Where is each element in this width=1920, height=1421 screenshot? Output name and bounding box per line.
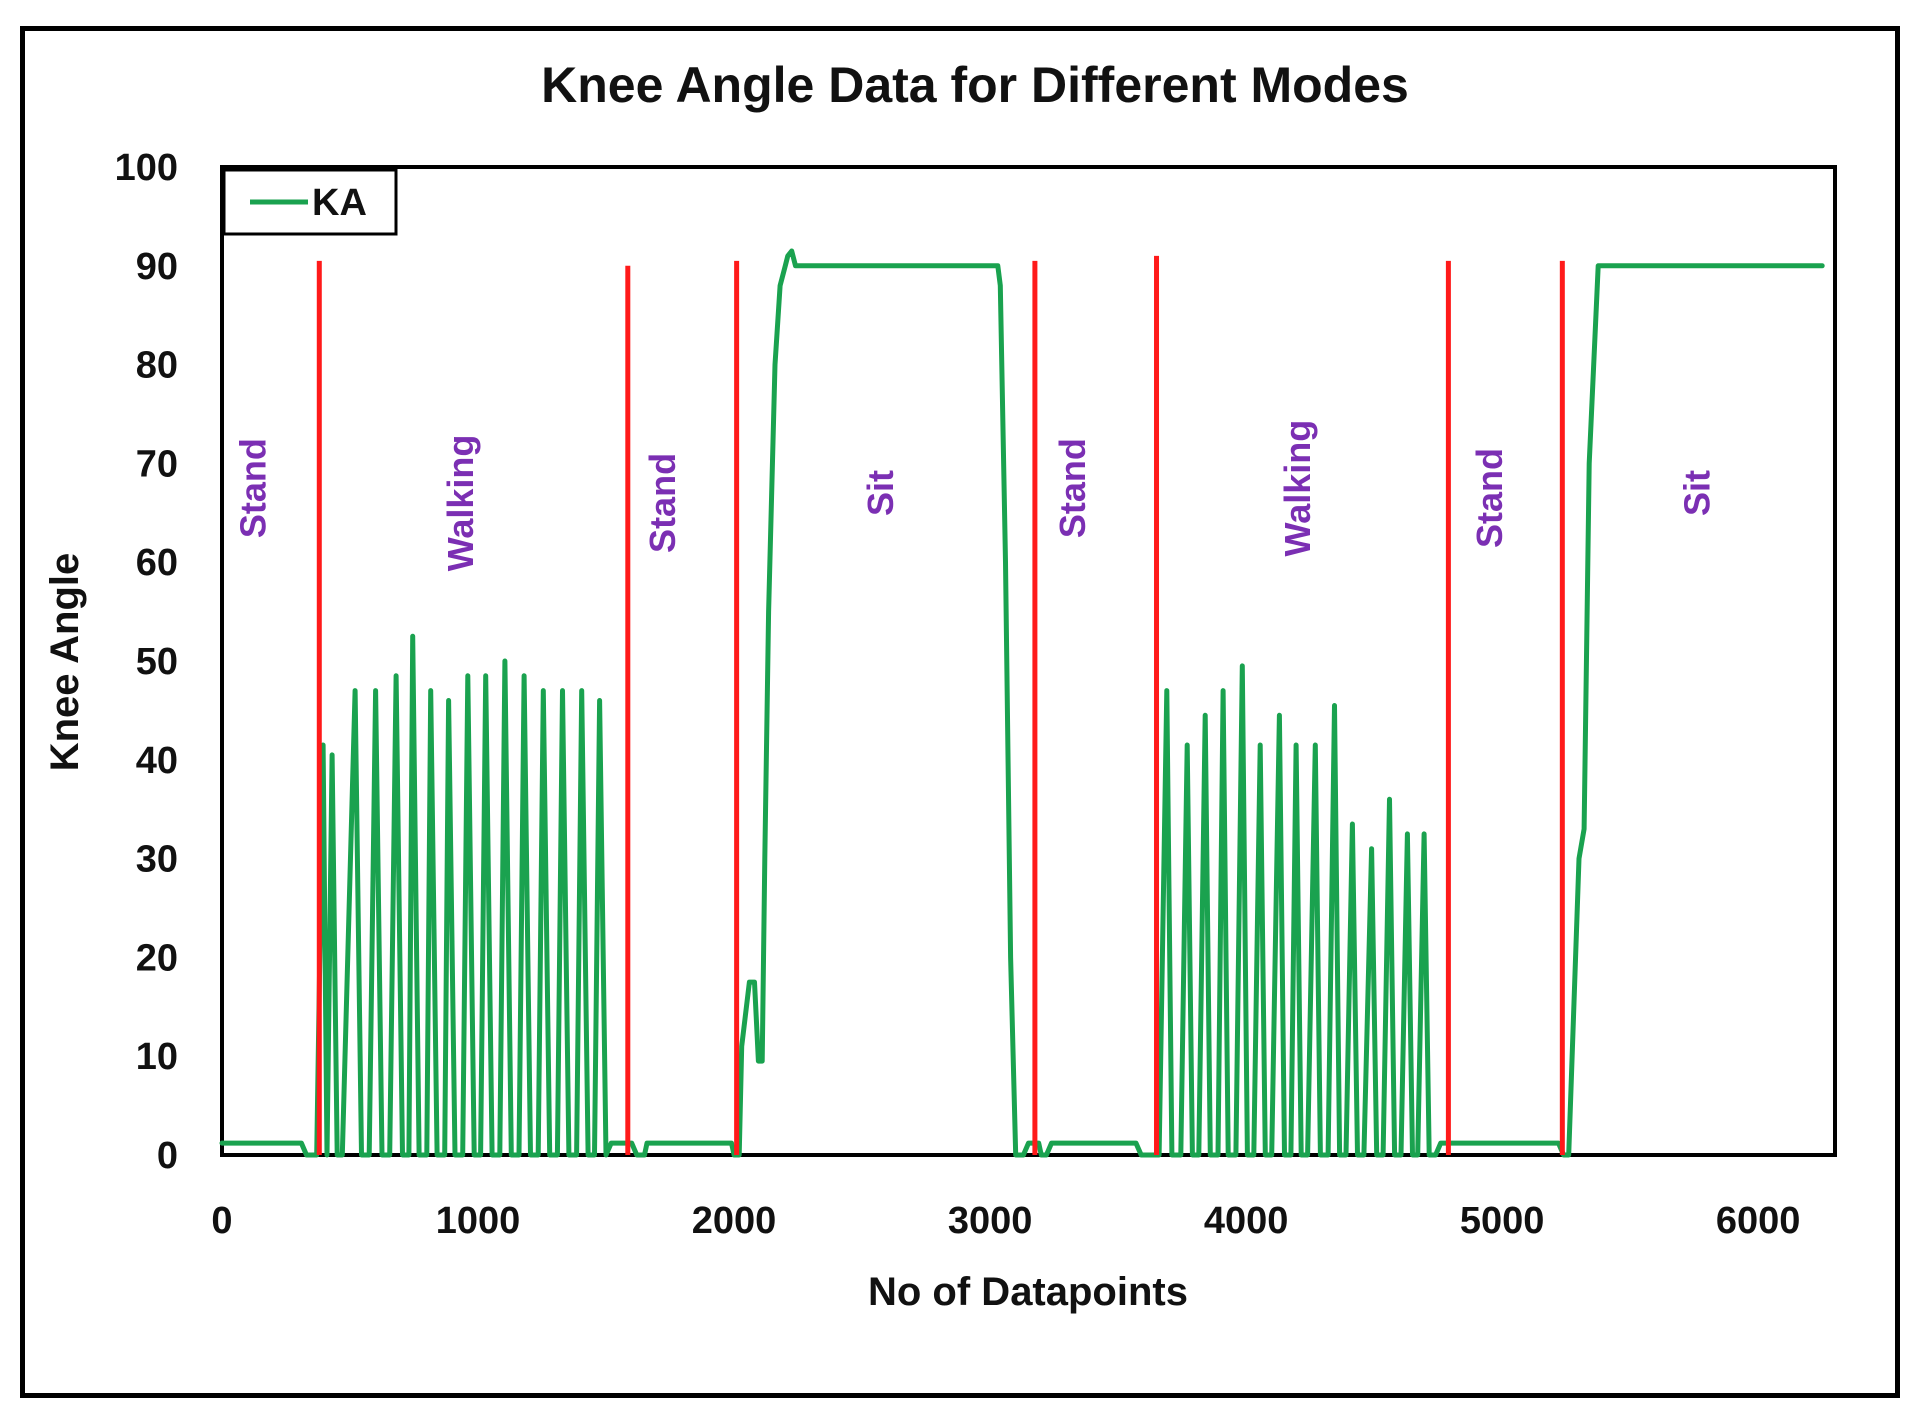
y-tick-label: 90 <box>136 246 178 288</box>
mode-annotation: Sit <box>860 470 901 516</box>
y-tick-label: 40 <box>136 740 178 782</box>
chart-title: Knee Angle Data for Different Modes <box>541 57 1409 113</box>
mode-annotation: Walking <box>440 435 481 572</box>
x-tick-label: 2000 <box>692 1200 777 1242</box>
y-tick-label: 100 <box>115 147 178 189</box>
chart-frame <box>20 26 1900 1398</box>
legend-entry-ka: KA <box>312 182 367 224</box>
mode-labels: Stand Walking Stand Sit Stand Walking Stand Sit <box>233 420 1718 571</box>
y-tick-label: 80 <box>136 345 178 387</box>
plot-area <box>220 165 1837 1157</box>
mode-annotation: Stand <box>1052 438 1093 538</box>
mode-annotation: Stand <box>1469 448 1510 548</box>
x-tick-label: 6000 <box>1716 1200 1801 1242</box>
x-axis-label: No of Datapoints <box>868 1270 1188 1314</box>
y-tick-label: 30 <box>136 839 178 881</box>
x-tick-label: 5000 <box>1460 1200 1545 1242</box>
x-tick-label: 4000 <box>1204 1200 1289 1242</box>
y-tick-label: 20 <box>136 937 178 979</box>
y-axis-label: Knee Angle <box>43 553 87 772</box>
y-tick-label: 0 <box>157 1135 178 1177</box>
x-tick-label: 0 <box>211 1200 232 1242</box>
y-tick-label: 60 <box>136 542 178 584</box>
mode-boundary-lines <box>316 255 1565 1155</box>
y-tick-label: 70 <box>136 443 178 485</box>
x-tick-label: 1000 <box>436 1200 521 1242</box>
legend-box <box>222 168 398 236</box>
legend: KA <box>222 168 398 236</box>
mode-annotation: Stand <box>233 438 274 538</box>
mode-annotation: Walking <box>1277 420 1318 557</box>
y-axis-ticks: 0 10 20 30 40 50 60 70 80 90 100 <box>115 147 178 1177</box>
mode-annotation: Sit <box>1677 470 1718 516</box>
ka-series-line <box>219 248 1825 1158</box>
y-tick-label: 50 <box>136 641 178 683</box>
y-tick-label: 10 <box>136 1036 178 1078</box>
mode-annotation: Stand <box>642 453 683 553</box>
x-axis-ticks: 0 1000 2000 3000 4000 5000 6000 <box>211 1200 1800 1242</box>
x-tick-label: 3000 <box>948 1200 1033 1242</box>
